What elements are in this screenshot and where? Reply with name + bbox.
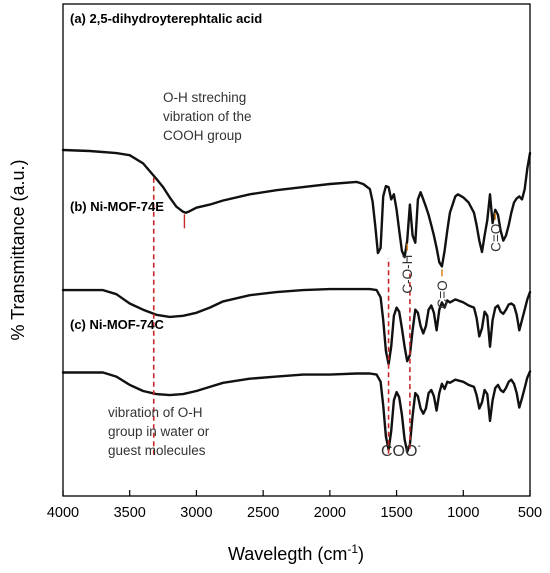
spectra-group [61,148,532,453]
peak-label-c-o-1: C=O [435,280,450,308]
annot-oh-stretching-line: O-H streching [163,90,246,105]
panel-label-c: (c) Ni-MOF-74C [70,317,165,332]
y-axis-title: % Transmittance (a.u.) [8,159,28,340]
x-tick-label: 500 [518,505,542,521]
annotations: O-H streching vibration of the COOH group v… [108,90,503,460]
x-tick-label: 1000 [447,505,479,521]
x-tick-label: 1500 [380,505,412,521]
x-tick-label: 3500 [114,505,146,521]
annot-oh-water-line: group in water or [108,424,210,439]
x-tick-label: 3000 [180,505,212,521]
x-axis-ticks: 4000 3500 3000 2500 2000 1500 1000 500 [47,490,542,521]
annot-oh-stretching-line: vibration of the [163,109,252,124]
reference-lines [152,177,411,455]
panel-labels: (a) 2,5-dihydroyterephtalic acid (b) Ni-M… [70,11,262,332]
annot-oh-stretching-line: COOH group [163,128,242,143]
peak-label-coo: COO- [381,441,421,460]
panel-label-a: (a) 2,5-dihydroyterephtalic acid [70,11,262,26]
spectrum-line-a [61,148,532,268]
plot-frame [62,3,531,497]
axis-titles: Wavelegth (cm-1) % Transmittance (a.u.) [8,159,364,564]
annot-oh-water-line: guest molecules [108,443,206,458]
spectrum-line-b [61,287,532,366]
x-tick-label: 4000 [47,505,79,521]
panel-label-b: (b) Ni-MOF-74E [70,199,164,214]
annot-oh-water-line: vibration of O-H [108,405,203,420]
x-tick-label: 2000 [314,505,346,521]
x-axis-title: Wavelegth (cm-1) [228,542,364,564]
peak-label-c-o-2: C=O [488,224,503,252]
x-tick-label: 2500 [247,505,279,521]
spectrum-line-c [61,370,532,453]
peak-label-c-o-h: C-O-H [400,255,415,294]
